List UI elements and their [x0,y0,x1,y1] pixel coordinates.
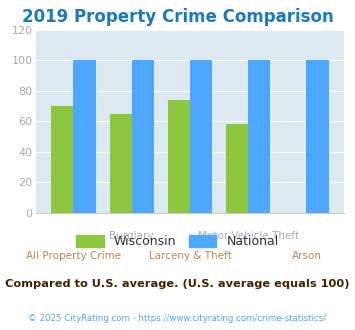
Bar [190,60,212,213]
Bar [306,60,329,213]
Text: Compared to U.S. average. (U.S. average equals 100): Compared to U.S. average. (U.S. average … [5,279,350,289]
Bar [226,124,248,213]
Text: Burglary: Burglary [109,231,154,241]
Bar [73,60,95,213]
Bar [168,100,190,213]
Legend: Wisconsin, National: Wisconsin, National [71,230,284,253]
Bar [132,60,154,213]
Bar [248,60,271,213]
Text: Motor Vehicle Theft: Motor Vehicle Theft [198,231,299,241]
Text: 2019 Property Crime Comparison: 2019 Property Crime Comparison [22,8,333,26]
Text: All Property Crime: All Property Crime [26,251,121,261]
Bar [109,114,132,213]
Bar [51,106,73,213]
Text: Arson: Arson [291,251,322,261]
Text: © 2025 CityRating.com - https://www.cityrating.com/crime-statistics/: © 2025 CityRating.com - https://www.city… [28,314,327,323]
Text: Larceny & Theft: Larceny & Theft [148,251,231,261]
